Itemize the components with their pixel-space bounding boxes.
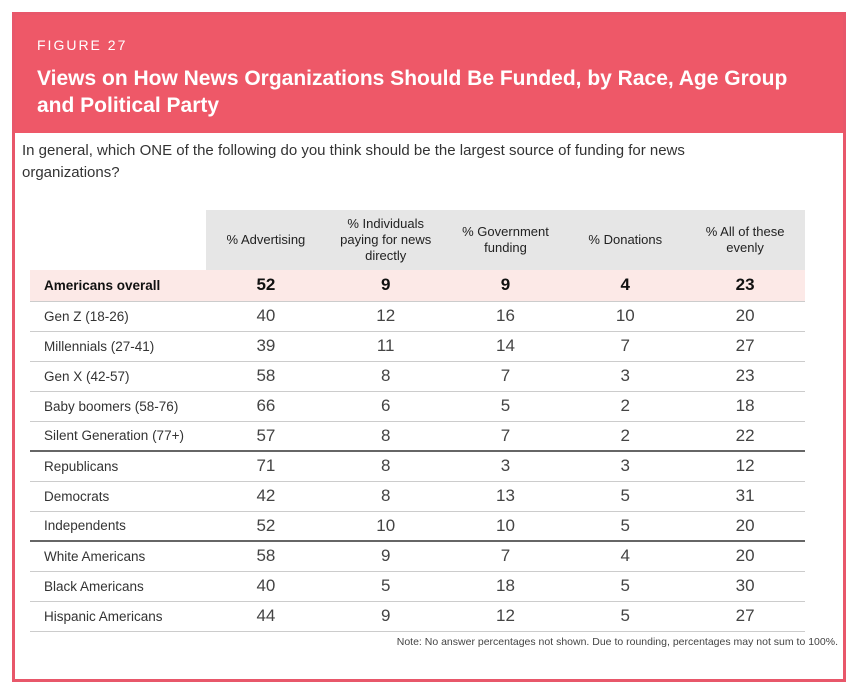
value-cell: 18 bbox=[445, 571, 566, 602]
value-cell: 5 bbox=[565, 481, 686, 512]
figure-title: Views on How News Organizations Should B… bbox=[37, 67, 788, 117]
row-label: Baby boomers (58-76) bbox=[30, 391, 206, 422]
column-header: % Donations bbox=[565, 210, 686, 270]
footnote: Note: No answer percentages not shown. D… bbox=[396, 636, 838, 648]
value-cell: 52 bbox=[206, 511, 326, 542]
value-cell: 31 bbox=[685, 481, 805, 512]
value-cell: 12 bbox=[325, 301, 446, 332]
value-cell: 10 bbox=[445, 511, 566, 542]
value-cell: 5 bbox=[445, 391, 566, 422]
value-cell: 4 bbox=[565, 541, 686, 572]
value-cell: 13 bbox=[445, 481, 566, 512]
table-row: Baby boomers (58-76) 66 6 5 2 18 bbox=[30, 391, 805, 422]
value-cell: 7 bbox=[445, 541, 566, 572]
value-cell: 30 bbox=[685, 571, 805, 602]
table-row: Millennials (27-41) 39 11 14 7 27 bbox=[30, 331, 805, 362]
value-cell: 10 bbox=[325, 511, 446, 542]
row-label: Gen Z (18-26) bbox=[30, 301, 206, 332]
value-cell: 2 bbox=[565, 421, 686, 452]
row-label: Democrats bbox=[30, 481, 206, 512]
value-cell: 58 bbox=[206, 541, 326, 572]
value-cell: 52 bbox=[206, 270, 326, 302]
value-cell: 9 bbox=[325, 270, 446, 302]
value-cell: 27 bbox=[685, 601, 805, 632]
value-cell: 42 bbox=[206, 481, 326, 512]
row-label: Americans overall bbox=[30, 270, 206, 302]
row-label: Independents bbox=[30, 511, 206, 542]
row-label: Millennials (27-41) bbox=[30, 331, 206, 362]
value-cell: 22 bbox=[685, 421, 805, 452]
value-cell: 6 bbox=[325, 391, 446, 422]
column-header: % All of these evenly bbox=[685, 210, 805, 270]
column-header: % Advertising bbox=[206, 210, 326, 270]
value-cell: 10 bbox=[565, 301, 686, 332]
value-cell: 18 bbox=[685, 391, 805, 422]
table-row: Hispanic Americans 44 9 12 5 27 bbox=[30, 601, 805, 632]
table-row: Gen X (42-57) 58 8 7 3 23 bbox=[30, 361, 805, 392]
value-cell: 44 bbox=[206, 601, 326, 632]
value-cell: 3 bbox=[565, 451, 686, 482]
value-cell: 71 bbox=[206, 451, 326, 482]
value-cell: 11 bbox=[325, 331, 446, 362]
row-label: Gen X (42-57) bbox=[30, 361, 206, 392]
table-row: Democrats 42 8 13 5 31 bbox=[30, 481, 805, 512]
value-cell: 20 bbox=[685, 511, 805, 542]
value-cell: 9 bbox=[325, 601, 446, 632]
value-cell: 40 bbox=[206, 301, 326, 332]
value-cell: 7 bbox=[445, 421, 566, 452]
column-header: % Individuals paying for news directly bbox=[325, 210, 446, 270]
value-cell: 14 bbox=[445, 331, 566, 362]
value-cell: 8 bbox=[325, 451, 446, 482]
value-cell: 23 bbox=[685, 270, 805, 302]
value-cell: 27 bbox=[685, 331, 805, 362]
figure-label: FIGURE 27 bbox=[37, 37, 128, 53]
value-cell: 23 bbox=[685, 361, 805, 392]
value-cell: 5 bbox=[565, 571, 686, 602]
value-cell: 7 bbox=[565, 331, 686, 362]
value-cell: 3 bbox=[565, 361, 686, 392]
table-row: Independents 52 10 10 5 20 bbox=[30, 511, 805, 542]
row-label: Republicans bbox=[30, 451, 206, 482]
funding-table: % Advertising % Individuals paying for n… bbox=[30, 210, 805, 632]
column-header: % Government funding bbox=[445, 210, 566, 270]
survey-question: In general, which ONE of the following d… bbox=[22, 142, 685, 181]
value-cell: 9 bbox=[445, 270, 566, 302]
value-cell: 7 bbox=[445, 361, 566, 392]
table-row-overall: Americans overall 52 9 9 4 23 bbox=[30, 270, 805, 302]
value-cell: 58 bbox=[206, 361, 326, 392]
value-cell: 40 bbox=[206, 571, 326, 602]
value-cell: 4 bbox=[565, 270, 686, 302]
table-row: Republicans 71 8 3 3 12 bbox=[30, 451, 805, 482]
value-cell: 8 bbox=[325, 481, 446, 512]
table-row: White Americans 58 9 7 4 20 bbox=[30, 541, 805, 572]
figure-header: FIGURE 27 Views on How News Organization… bbox=[15, 15, 843, 133]
value-cell: 8 bbox=[325, 421, 446, 452]
value-cell: 3 bbox=[445, 451, 566, 482]
value-cell: 5 bbox=[325, 571, 446, 602]
value-cell: 8 bbox=[325, 361, 446, 392]
row-label: Hispanic Americans bbox=[30, 601, 206, 632]
value-cell: 2 bbox=[565, 391, 686, 422]
value-cell: 5 bbox=[565, 511, 686, 542]
value-cell: 66 bbox=[206, 391, 326, 422]
value-cell: 57 bbox=[206, 421, 326, 452]
value-cell: 12 bbox=[445, 601, 566, 632]
header-blank-cell bbox=[30, 210, 206, 270]
table-row: Gen Z (18-26) 40 12 16 10 20 bbox=[30, 301, 805, 332]
value-cell: 16 bbox=[445, 301, 566, 332]
value-cell: 39 bbox=[206, 331, 326, 362]
table-row: Black Americans 40 5 18 5 30 bbox=[30, 571, 805, 602]
value-cell: 5 bbox=[565, 601, 686, 632]
row-label: Black Americans bbox=[30, 571, 206, 602]
row-label: White Americans bbox=[30, 541, 206, 572]
value-cell: 12 bbox=[685, 451, 805, 482]
value-cell: 20 bbox=[685, 541, 805, 572]
value-cell: 9 bbox=[325, 541, 446, 572]
value-cell: 20 bbox=[685, 301, 805, 332]
table-row: Silent Generation (77+) 57 8 7 2 22 bbox=[30, 421, 805, 452]
row-label: Silent Generation (77+) bbox=[30, 421, 206, 452]
table-header-row: % Advertising % Individuals paying for n… bbox=[30, 210, 805, 270]
